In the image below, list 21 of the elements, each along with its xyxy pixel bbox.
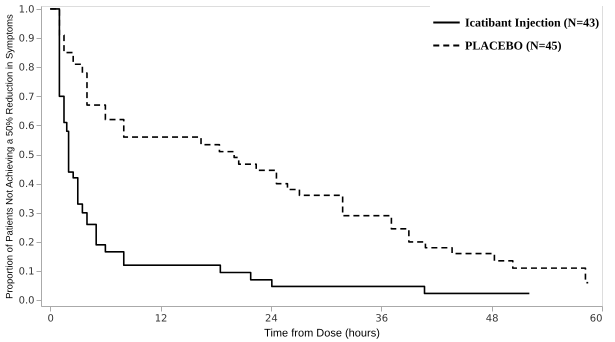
x-tick-label: 24 xyxy=(265,314,278,324)
x-tick-label: 48 xyxy=(486,314,499,324)
y-tick-label: 0.7 xyxy=(18,92,34,103)
y-axis-title: Proportion of Patients Not Achieving a 50% Reduction in Symptoms xyxy=(4,14,16,299)
y-tick-label: 0.8 xyxy=(18,62,34,74)
y-tick-label: 0.9 xyxy=(18,34,34,45)
y-tick-label: 0.3 xyxy=(18,208,34,220)
x-tick-label: 36 xyxy=(375,314,388,324)
legend-label: PLACEBO (N=45) xyxy=(465,38,562,52)
y-tick-label: 1.0 xyxy=(18,4,34,16)
y-tick-label: 0.2 xyxy=(18,237,34,248)
y-tick-label: 0.6 xyxy=(18,120,34,132)
y-tick-label: 0.4 xyxy=(18,179,34,190)
y-tick-label: 0.0 xyxy=(18,296,34,307)
x-tick-label: 12 xyxy=(154,314,168,324)
legend-label: Icatibant Injection (N=43) xyxy=(465,16,600,30)
y-tick-label: 0.1 xyxy=(18,266,34,278)
x-tick-label: 0 xyxy=(48,314,54,324)
x-tick-label: 60 xyxy=(590,314,602,324)
x-axis-title: Time from Dose (hours) xyxy=(264,328,380,340)
y-tick-label: 0.5 xyxy=(18,150,34,162)
